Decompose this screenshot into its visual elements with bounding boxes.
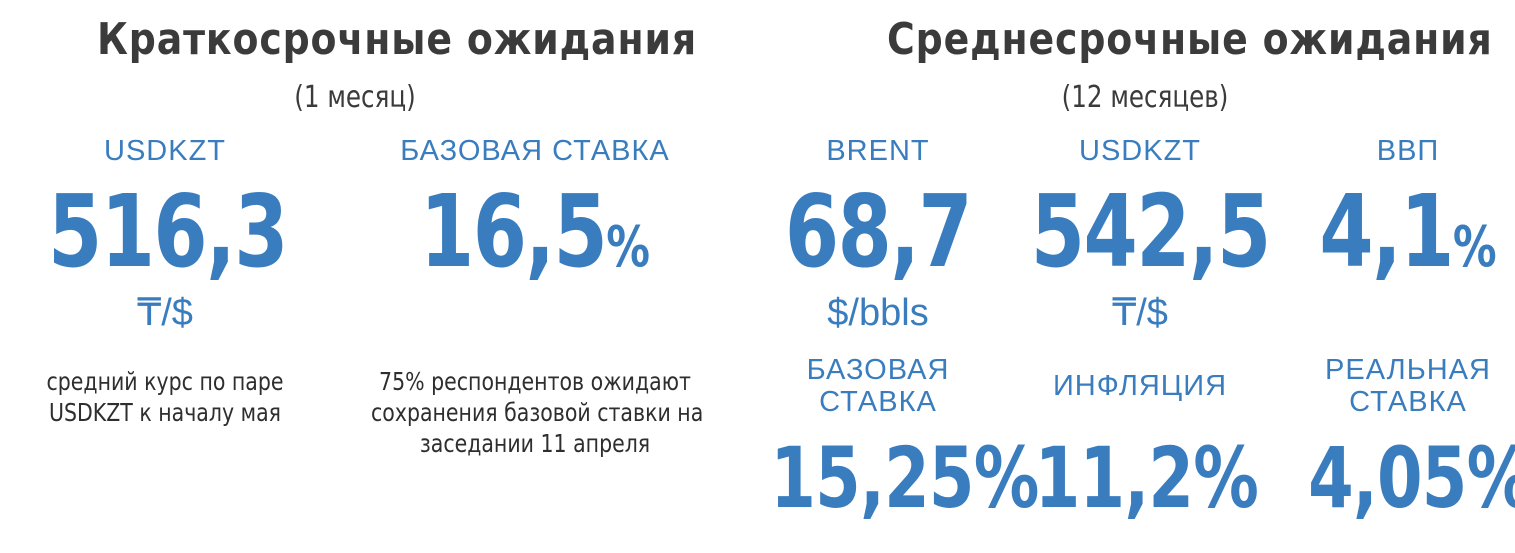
usdkzt-short-label: USDKZT — [104, 135, 226, 167]
usdkzt-short-note-2: USDKZT к началу мая — [49, 398, 281, 427]
gdp-number: 4,1 — [1319, 173, 1454, 290]
base-rate-short-percent: % — [606, 215, 650, 280]
real-rate-value: 4,05% — [1308, 429, 1515, 527]
mid-term-title: Среднесрочные ожидания — [887, 14, 1493, 65]
base-rate-short-number: 16,5 — [420, 173, 608, 290]
base-rate-mid-value: 15,25% — [770, 429, 1039, 527]
base-rate-short-note-3: заседании 11 апреля — [419, 429, 651, 458]
inflation-value: 11,2% — [1034, 429, 1259, 527]
gdp-value: 4,1% — [1311, 182, 1506, 298]
inflation-label: ИНФЛЯЦИЯ — [1052, 370, 1228, 402]
usdkzt-mid-label: USDKZT — [1079, 135, 1201, 167]
gdp-percent: % — [1452, 215, 1497, 280]
short-term-title: Краткосрочные ожидания — [97, 14, 697, 65]
usdkzt-mid-unit: ₸/$ — [1112, 292, 1168, 334]
brent-label: BRENT — [826, 135, 930, 167]
short-term-subtitle: (1 месяц) — [294, 80, 416, 115]
base-rate-short-value: 16,5% — [418, 182, 652, 298]
base-rate-short-label: БАЗОВАЯ СТАВКА — [400, 135, 670, 167]
mid-term-subtitle: (12 месяцев) — [1061, 80, 1229, 115]
base-rate-short-note-1: 75% респондентов ожидают — [379, 367, 691, 396]
base-rate-short-note-2: сохранения базовой ставки на — [371, 398, 704, 427]
usdkzt-mid-value: 542,5 — [1030, 173, 1271, 290]
real-rate-label-1: РЕАЛЬНАЯ — [1325, 354, 1491, 386]
base-rate-mid-label-1: БАЗОВАЯ — [806, 354, 950, 386]
base-rate-mid-label-2: СТАВКА — [819, 386, 937, 418]
brent-unit: $/bbls — [827, 292, 929, 334]
gdp-label: ВВП — [1376, 135, 1440, 167]
brent-value: 68,7 — [784, 173, 973, 290]
usdkzt-short-unit: ₸/$ — [137, 292, 193, 334]
usdkzt-short-note-1: средний курс по паре — [46, 367, 284, 396]
usdkzt-short-value: 516,3 — [48, 173, 288, 290]
real-rate-label-2: СТАВКА — [1349, 386, 1467, 418]
